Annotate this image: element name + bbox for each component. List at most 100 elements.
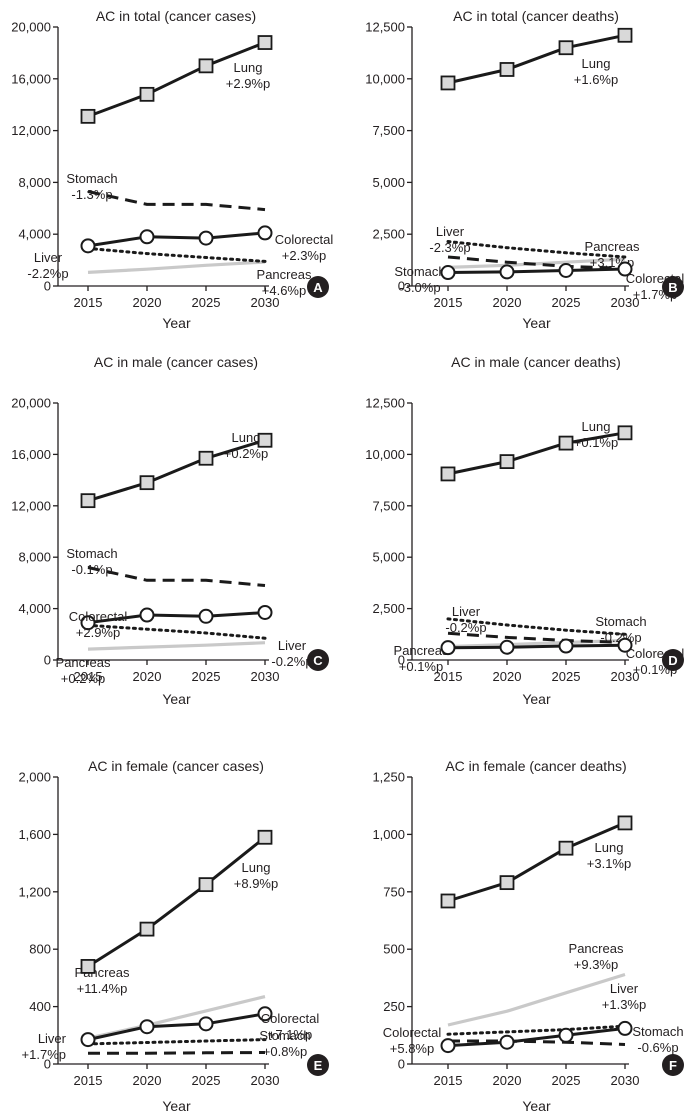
panel-f-line-stomach: [448, 1039, 626, 1046]
panel-b-label-lung: Lung +1.6%p: [574, 56, 618, 87]
panel-d-point-colorectal: [558, 638, 574, 654]
panel-e-point-lung: [80, 959, 96, 974]
panel-b-label-liver: Liver -2.3%p: [429, 224, 470, 255]
panel-b-x-label: Year: [522, 315, 551, 331]
panel-b-line-stomach: [447, 255, 626, 270]
panel-f-series-pancreas: Pancreas +9.3%p: [447, 941, 626, 1027]
panel-f-y-tick-label: 250: [383, 999, 405, 1014]
panel-f-label-pancreas: Pancreas +9.3%p: [569, 941, 624, 972]
panel-c-series-stomach: Stomach -0.1%p: [66, 546, 266, 587]
panel-a-point-lung: [139, 86, 155, 102]
panel-c-line-stomach: [87, 566, 266, 587]
panel-b-x-tick-label: 2025: [552, 295, 581, 310]
panel-f-label-stomach: Stomach -0.6%p: [632, 1024, 683, 1055]
panel-b-point-lung: [440, 75, 456, 91]
panel-e-label-liver: Liver +1.7%p: [22, 1031, 67, 1062]
panel-d-y-tick-label: 7,500: [372, 498, 405, 513]
panel-c-y-tick-label: 20,000: [11, 396, 51, 411]
panel-e-y-tick-label: 800: [29, 942, 51, 957]
panel-e-letter-badge: E: [307, 1054, 329, 1076]
panel-f-series-lung: Lung +3.1%p: [440, 815, 633, 909]
svg-text:A: A: [313, 280, 323, 295]
panel-d-x-tick-label: 2015: [434, 669, 463, 684]
panel-d-y-tick-label: 2,500: [372, 601, 405, 616]
panel-b-y-tick-label: 5,000: [372, 175, 405, 190]
panel-d-label-pancreas: Pancreas +0.1%p: [394, 643, 449, 674]
panel-e-line-liver: [86, 1038, 267, 1046]
panel-a-point-lung: [80, 108, 96, 124]
panel-e-x-tick-label: 2020: [133, 1073, 162, 1088]
panel-c-label-lung: Lung +0.2%p: [224, 430, 268, 461]
panel-d-letter-badge: D: [662, 649, 684, 671]
panel-d-line-liver: [446, 617, 627, 636]
panel-d-line-pancreas: [447, 638, 626, 649]
panel-e-series-colorectal: Colorectal +7.1%p: [80, 1006, 319, 1048]
panel-f-point-lung: [558, 840, 574, 856]
panel-d-point-lung: [558, 435, 574, 451]
panel-a-x-tick-label: 2030: [251, 295, 280, 310]
panel-c-series-liver: Liver -0.2%p: [86, 623, 313, 669]
panel-b-point-colorectal: [617, 261, 633, 277]
panel-c-point-lung: [257, 432, 273, 448]
panel-a-x-tick-label: 2025: [192, 295, 221, 310]
panel-c-point-lung: [198, 450, 214, 466]
panel-a-point-colorectal: [257, 225, 273, 241]
panel-e-title: AC in female (cancer cases): [88, 758, 264, 774]
panel-d-x-tick-label: 2030: [611, 669, 640, 684]
panel-d-line-colorectal: [447, 643, 626, 650]
panel-b-line-liver: [446, 240, 627, 259]
panel-e-series-stomach: Stomach +0.8%p: [88, 1028, 311, 1059]
panel-d-title: AC in male (cancer deaths): [451, 354, 621, 370]
panel-f-point-colorectal: [499, 1034, 515, 1050]
panel-a-series-stomach: Stomach -1.3%p: [66, 171, 266, 212]
panel-d-y-tick-label: 12,500: [365, 396, 405, 411]
panel-f-y-tick-label: 1,250: [372, 770, 405, 785]
panel-e-y-tick-label: 2,000: [18, 770, 51, 785]
panel-f-line-lung: [447, 821, 626, 903]
panel-c-label-liver: Liver -0.2%p: [271, 638, 312, 669]
panel-c-point-colorectal: [257, 604, 273, 620]
panel-f-x-tick-label: 2015: [434, 1073, 463, 1088]
panel-c-point-colorectal: [198, 608, 214, 624]
panel-e-line-lung: [87, 836, 266, 968]
panel-a-line-pancreas: [87, 260, 266, 274]
panel-e-x-tick-label: 2015: [74, 1073, 103, 1088]
panel-c-y-tick-label: 12,000: [11, 498, 51, 513]
panel-b-letter-badge: B: [662, 276, 684, 298]
panel-e-y-tick-label: 400: [29, 999, 51, 1014]
panel-b-x-tick-label: 2030: [611, 295, 640, 310]
panel-f-x-tick-label: 2030: [611, 1073, 640, 1088]
panel-e-y-tick-label: 1,200: [18, 884, 51, 899]
panel-e-label-lung: Lung +8.9%p: [234, 860, 278, 891]
panel-c-line-pancreas: [87, 641, 266, 651]
panel-c-y-tick-label: 0: [44, 653, 51, 668]
panel-e-point-lung: [198, 877, 214, 893]
panel-c-x-tick-label: 2025: [192, 669, 221, 684]
panel-a-label-colorectal: Colorectal +2.3%p: [275, 232, 334, 263]
panel-e-line-colorectal: [87, 1012, 266, 1042]
panel-f-line-colorectal: [447, 1026, 626, 1048]
panel-f-x-label: Year: [522, 1098, 551, 1114]
svg-text:E: E: [314, 1058, 323, 1073]
panel-a: AC in total (cancer cases) 0 4,000 8,000 12,…: [11, 8, 333, 331]
panel-f-series-stomach: Stomach -0.6%p: [448, 1024, 684, 1055]
panel-f-y-tick-label: 500: [383, 942, 405, 957]
panel-c-point-colorectal: [80, 615, 96, 631]
panel-b-point-colorectal: [440, 265, 456, 281]
panel-a-y-tick-label: 0: [44, 279, 51, 294]
panel-f-label-lung: Lung +3.1%p: [587, 840, 631, 871]
panel-a-y-tick-label: 20,000: [11, 20, 51, 35]
panel-e-series-liver: Liver +1.7%p: [22, 1031, 267, 1062]
panel-e-point-colorectal: [139, 1019, 155, 1035]
panel-b-line-pancreas: [447, 257, 626, 269]
panel-e-point-colorectal: [80, 1032, 96, 1048]
svg-text:B: B: [668, 280, 677, 295]
panel-c-label-stomach: Stomach -0.1%p: [66, 546, 117, 577]
panel-a-line-liver: [86, 246, 267, 263]
panel-a-x-tick-label: 2015: [74, 295, 103, 310]
panel-a-point-lung: [257, 35, 273, 50]
panel-d-point-colorectal: [440, 640, 456, 656]
panel-d-x-label: Year: [522, 691, 551, 707]
panel-a-title: AC in total (cancer cases): [96, 8, 256, 24]
panel-a-label-lung: Lung +2.9%p: [226, 60, 270, 91]
